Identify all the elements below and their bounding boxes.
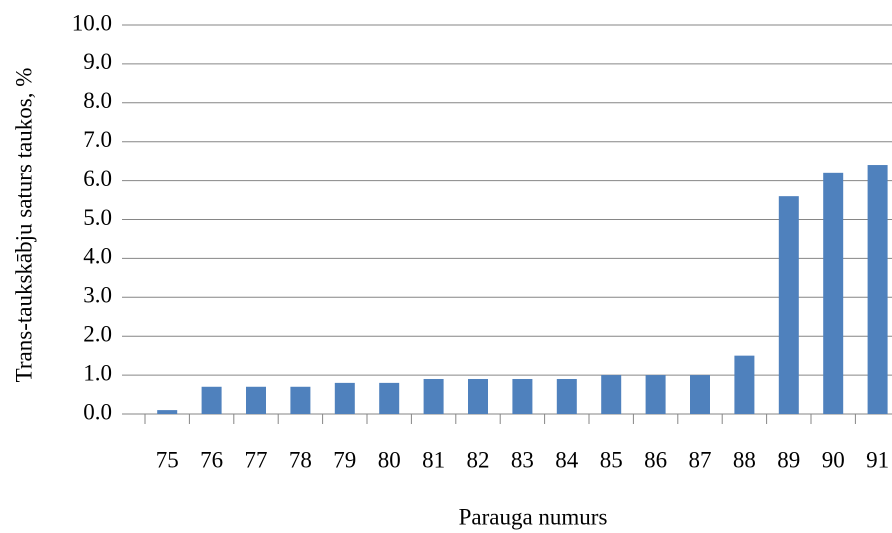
y-tick-label: 10.0 — [72, 10, 112, 35]
y-tick-label: 8.0 — [83, 88, 112, 113]
y-tick-label: 2.0 — [83, 321, 112, 346]
bar — [823, 172, 844, 414]
y-tick-label: 1.0 — [83, 360, 112, 385]
bar — [379, 382, 400, 414]
x-tick-label: 77 — [245, 447, 268, 472]
x-tick-label: 84 — [555, 447, 579, 472]
x-tick-label: 76 — [200, 447, 223, 472]
x-tick-label: 81 — [422, 447, 445, 472]
y-tick-label: 4.0 — [83, 244, 112, 269]
x-tick-label: 75 — [156, 447, 179, 472]
bar — [512, 378, 533, 414]
bar — [290, 386, 311, 414]
x-axis-label: Parauga numurs — [459, 504, 608, 529]
y-axis-label: Trans-taukskābju saturs taukos, % — [11, 68, 36, 383]
x-tick-label: 82 — [467, 447, 490, 472]
y-tick-label: 9.0 — [83, 49, 112, 74]
bar — [601, 375, 622, 414]
bar — [246, 386, 266, 414]
bar — [468, 378, 488, 414]
bar — [201, 386, 222, 414]
bar — [690, 375, 710, 414]
x-tick-label: 88 — [733, 447, 756, 472]
y-tick-label: 5.0 — [83, 205, 112, 230]
x-tick-label: 90 — [822, 447, 845, 472]
x-tick-label: 91 — [866, 447, 889, 472]
bar — [423, 378, 444, 414]
y-tick-label: 6.0 — [83, 166, 112, 191]
x-tick-label: 89 — [777, 447, 800, 472]
x-tick-label: 80 — [378, 447, 401, 472]
bar — [867, 165, 888, 414]
bar — [734, 355, 755, 414]
x-tick-label: 85 — [600, 447, 623, 472]
y-tick-label: 7.0 — [83, 127, 112, 152]
x-tick-label: 87 — [689, 447, 712, 472]
x-tick-label: 86 — [644, 447, 667, 472]
bar — [645, 375, 666, 414]
x-tick-label: 78 — [289, 447, 312, 472]
x-tick-label: 83 — [511, 447, 534, 472]
x-tick-label: 79 — [333, 447, 356, 472]
bar — [556, 378, 577, 414]
bar — [778, 196, 799, 414]
bar — [157, 410, 178, 414]
y-tick-label: 3.0 — [83, 283, 112, 308]
bar — [334, 382, 355, 414]
y-tick-label: 0.0 — [83, 399, 112, 424]
